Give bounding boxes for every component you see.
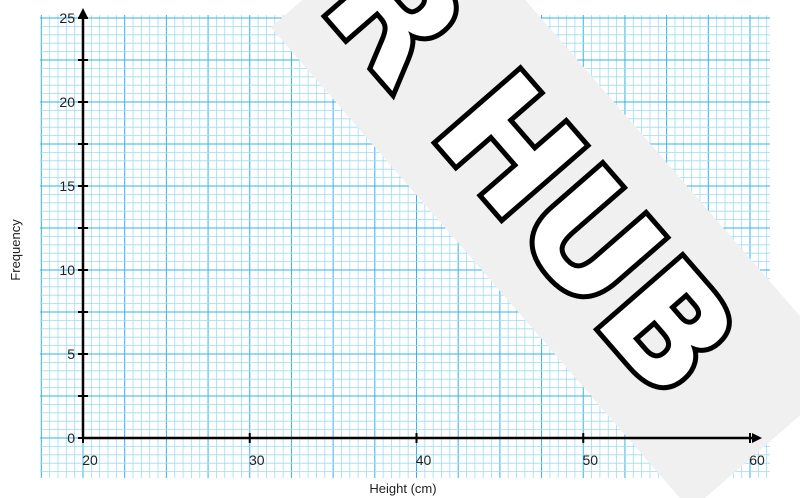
watermark-background: [270, 0, 800, 498]
y-tick-label: 5: [67, 346, 75, 362]
axes: 20 30 40 50 60 0 5 10 15 20 25: [59, 8, 765, 468]
x-tick-label: 20: [82, 452, 98, 468]
y-tick-label: 25: [59, 10, 75, 26]
y-tick-label: 0: [67, 430, 75, 446]
y-axis-arrow-icon: [78, 8, 88, 18]
x-tick-label: 60: [749, 452, 765, 468]
x-axis-arrow-icon: [752, 433, 762, 443]
y-tick-label: 10: [59, 262, 75, 278]
x-tick-label: 30: [249, 452, 265, 468]
x-tick-label: 40: [416, 452, 432, 468]
y-axis-title: Frequency: [8, 219, 23, 281]
y-tick-label: 20: [59, 94, 75, 110]
x-tick-label: 50: [582, 452, 598, 468]
x-axis-title: Height (cm): [369, 481, 436, 496]
y-tick-label: 15: [59, 178, 75, 194]
